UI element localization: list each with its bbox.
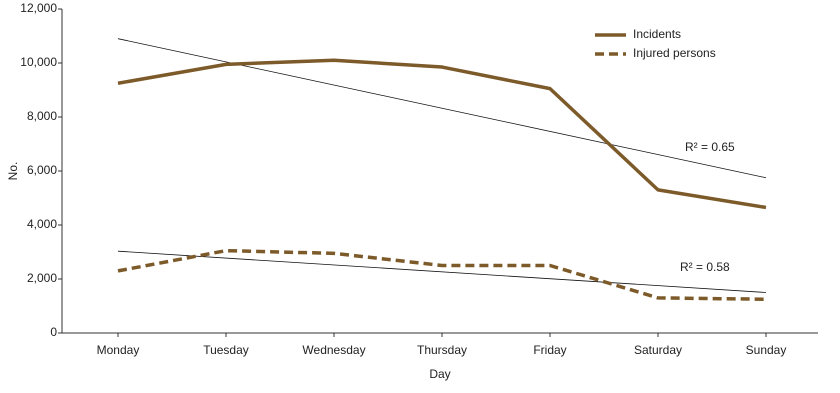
x-tick-label: Sunday — [746, 343, 787, 357]
x-tick-label: Friday — [533, 343, 566, 357]
y-tick-label: 4,000 — [27, 217, 57, 231]
legend-label: Incidents — [633, 27, 681, 41]
y-tick-label: 8,000 — [27, 109, 57, 123]
series-line — [117, 58, 767, 210]
y-tick-label: 12,000 — [20, 1, 57, 15]
x-tick-label: Wednesday — [302, 343, 365, 357]
trend-annotation: R² = 0.65 — [685, 140, 735, 154]
x-axis-label: Day — [429, 367, 450, 381]
trend-line — [117, 38, 767, 179]
x-tick-label: Saturday — [634, 343, 682, 357]
legend-label: Injured persons — [633, 46, 716, 60]
trend-line — [117, 250, 767, 293]
y-tick-label: 2,000 — [27, 271, 57, 285]
y-axis-label: No. — [6, 162, 20, 181]
x-tick-label: Tuesday — [203, 343, 249, 357]
series-line — [117, 248, 767, 301]
y-tick-label: 0 — [50, 325, 57, 339]
y-tick-label: 6,000 — [27, 163, 57, 177]
x-tick-label: Monday — [97, 343, 140, 357]
x-tick-label: Thursday — [417, 343, 467, 357]
trend-annotation: R² = 0.58 — [680, 260, 730, 274]
y-tick-label: 10,000 — [20, 55, 57, 69]
